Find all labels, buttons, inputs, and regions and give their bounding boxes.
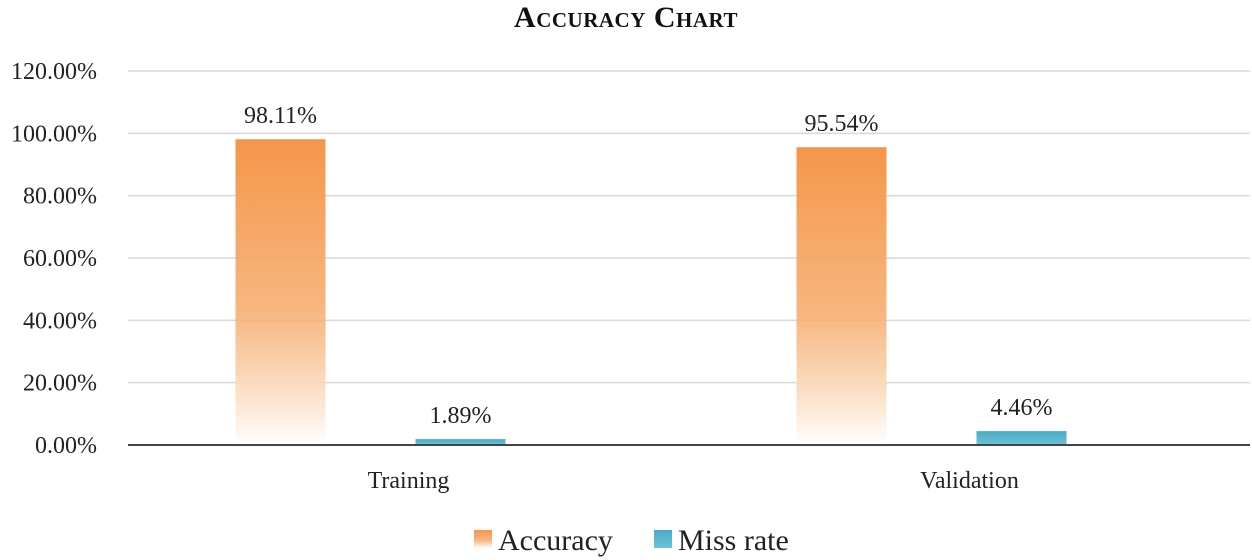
- bar-accuracy-training: [235, 139, 326, 446]
- legend-label-accuracy: Accuracy: [498, 524, 613, 557]
- y-tick-label: 20.00%: [23, 371, 97, 397]
- y-axis-tick-labels: 0.00% 20.00% 40.00% 60.00% 80.00% 100.00% 120.…: [11, 59, 97, 459]
- x-axis-category-labels: Training Validation: [368, 468, 1019, 494]
- bar-miss-rate-training: [415, 439, 506, 445]
- data-label-accuracy-validation: 95.54%: [805, 111, 879, 137]
- category-label-training: Training: [368, 468, 450, 494]
- y-tick-label: 80.00%: [23, 184, 97, 210]
- data-label-accuracy-training: 98.11%: [244, 103, 317, 129]
- y-tick-label: 60.00%: [23, 246, 97, 272]
- legend-item-miss-rate: Miss rate: [654, 524, 789, 557]
- legend-item-accuracy: Accuracy: [474, 524, 613, 557]
- data-labels: 98.11% 1.89% 95.54% 4.46%: [244, 103, 1053, 429]
- legend-label-miss-rate: Miss rate: [678, 524, 789, 557]
- y-tick-label: 100.00%: [11, 121, 97, 147]
- y-tick-label: 0.00%: [35, 433, 97, 459]
- y-tick-label: 40.00%: [23, 308, 97, 334]
- bar-miss-rate-validation: [976, 431, 1067, 445]
- legend-swatch-accuracy: [474, 530, 492, 548]
- y-tick-label: 120.00%: [11, 59, 97, 85]
- legend-swatch-miss-rate: [654, 530, 672, 548]
- data-label-miss-rate-validation: 4.46%: [991, 395, 1053, 421]
- data-label-miss-rate-training: 1.89%: [430, 403, 492, 429]
- legend: Accuracy Miss rate: [474, 524, 789, 557]
- bars: [235, 139, 1067, 446]
- chart-title: Accuracy Chart: [514, 1, 738, 34]
- category-label-validation: Validation: [920, 468, 1019, 494]
- bar-accuracy-validation: [796, 147, 887, 445]
